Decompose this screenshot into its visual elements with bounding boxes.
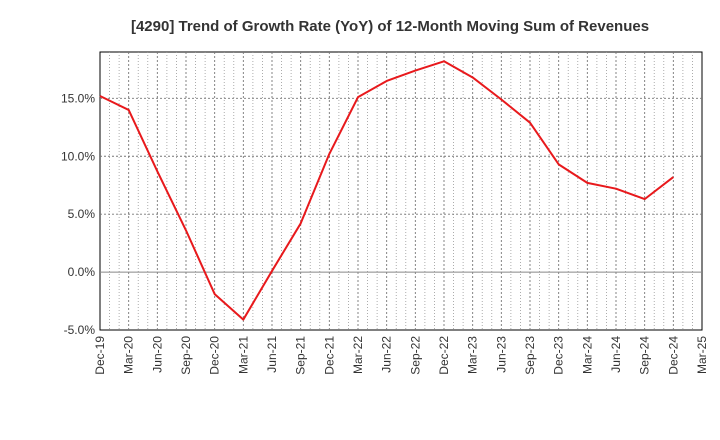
x-tick-label: Jun-23 <box>494 336 508 373</box>
x-tick-label: Dec-21 <box>322 336 336 375</box>
x-tick-label: Mar-25 <box>695 336 709 374</box>
minor-gridlines <box>109 52 693 330</box>
y-tick-label: 5.0% <box>68 207 96 221</box>
x-tick-label: Dec-23 <box>552 336 566 375</box>
x-tick-label: Dec-20 <box>208 336 222 375</box>
chart-title: [4290] Trend of Growth Rate (YoY) of 12-… <box>131 18 649 35</box>
x-tick-label: Sep-23 <box>523 336 537 375</box>
x-tick-label: Sep-20 <box>179 336 193 375</box>
y-axis-ticks: 15.0% 10.0% 5.0% 0.0% -5.0% <box>61 91 95 337</box>
x-tick-label: Jun-20 <box>150 336 164 373</box>
series-line <box>99 60 674 321</box>
y-tick-label: 0.0% <box>68 265 96 279</box>
series <box>99 60 674 321</box>
x-tick-label: Dec-24 <box>666 336 680 375</box>
x-axis-ticks: Dec-19 Mar-20 Jun-20 Sep-20 Dec-20 Mar-21 Jun-… <box>93 336 709 375</box>
x-tick-label: Sep-22 <box>408 336 422 375</box>
x-tick-label: Jun-24 <box>609 336 623 373</box>
x-tick-label: Mar-24 <box>580 336 594 374</box>
x-tick-label: Sep-24 <box>638 336 652 375</box>
x-tick-label: Jun-22 <box>380 336 394 373</box>
x-tick-label: Dec-22 <box>437 336 451 375</box>
plot-area <box>99 51 703 331</box>
x-tick-label: Mar-23 <box>466 336 480 374</box>
y-tick-label: -5.0% <box>64 323 96 337</box>
x-tick-label: Mar-22 <box>351 336 365 374</box>
y-tick-label: 10.0% <box>61 149 95 163</box>
x-tick-label: Jun-21 <box>265 336 279 373</box>
x-tick-label: Mar-21 <box>236 336 250 374</box>
x-tick-label: Dec-19 <box>93 336 107 375</box>
x-tick-label: Sep-21 <box>294 336 308 375</box>
x-tick-label: Mar-20 <box>122 336 136 374</box>
major-gridlines <box>100 52 702 330</box>
y-tick-label: 15.0% <box>61 91 95 105</box>
